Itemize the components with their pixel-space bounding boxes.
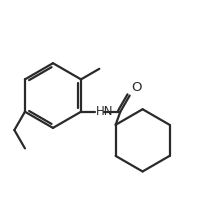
Text: HN: HN (96, 105, 113, 118)
Text: O: O (131, 81, 141, 94)
